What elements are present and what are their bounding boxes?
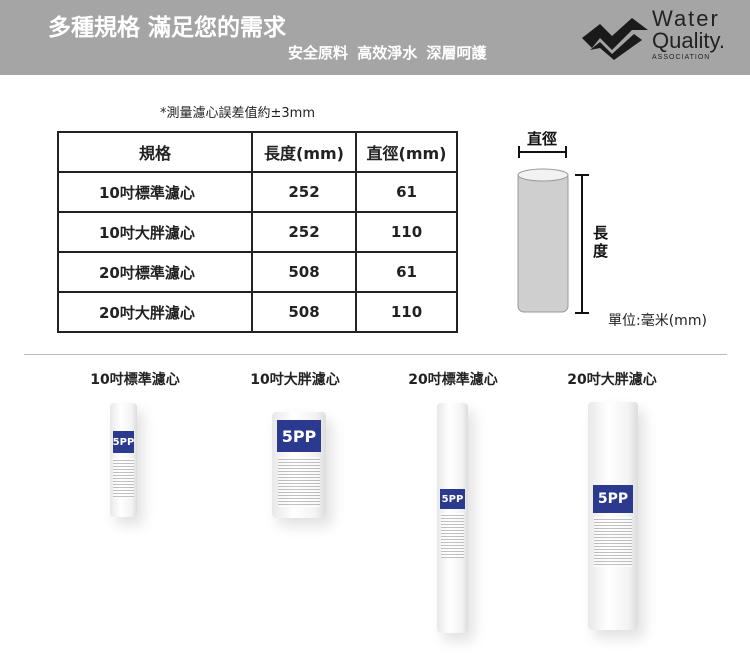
product-badge: 5PP	[277, 420, 321, 452]
unit-note: 單位:毫米(mm)	[608, 313, 707, 329]
cell-diameter: 61	[355, 251, 458, 293]
table-header: 規格 長度(mm) 直徑(mm)	[57, 131, 458, 173]
product-badge: 5PP	[440, 489, 465, 509]
cell-spec: 20吋大胖濾心	[57, 291, 253, 333]
cell-spec: 10吋大胖濾心	[57, 211, 253, 253]
table-row: 20吋標準濾心 508 61	[57, 251, 458, 293]
cell-spec: 10吋標準濾心	[57, 171, 253, 213]
cell-diameter: 61	[355, 171, 458, 213]
product-badge: 5PP	[593, 485, 633, 513]
cell-spec: 20吋標準濾心	[57, 251, 253, 293]
logo-line3: ASSOCIATION	[652, 54, 711, 61]
tolerance-note: *測量濾心誤差值約±3mm	[160, 106, 315, 121]
diameter-label: 直徑	[527, 130, 557, 148]
header-diameter: 直徑(mm)	[355, 131, 458, 173]
product-label: 20吋標準濾心	[408, 372, 498, 388]
divider	[24, 354, 727, 355]
logo-text: Water Quality. ASSOCIATION	[652, 6, 725, 62]
cell-length: 252	[251, 211, 357, 253]
length-label-1: 長	[593, 224, 609, 242]
banner-title: 多種規格 滿足您的需求	[48, 15, 287, 41]
header-banner: 多種規格 滿足您的需求 安全原料 高效淨水 深層呵護 Water Quality…	[0, 0, 750, 75]
length-label-2: 度	[593, 242, 609, 260]
banner-subtitle: 安全原料 高效淨水 深層呵護	[288, 44, 487, 62]
product-image-10in-standard: 5PP	[110, 403, 137, 517]
header-length: 長度(mm)	[251, 131, 357, 173]
spec-table: 規格 長度(mm) 直徑(mm) 10吋標準濾心 252 61 10吋大胖濾心 252…	[57, 131, 458, 333]
product-label: 10吋標準濾心	[90, 372, 180, 388]
product-image-20in-big: 5PP	[588, 402, 638, 630]
product-badge: 5PP	[113, 431, 134, 453]
cell-length: 252	[251, 171, 357, 213]
cell-diameter: 110	[355, 291, 458, 333]
table-row: 10吋標準濾心 252 61	[57, 171, 458, 213]
header-spec: 規格	[57, 131, 253, 173]
cell-length: 508	[251, 291, 357, 333]
product-image-20in-standard: 5PP	[437, 403, 468, 633]
cylinder-icon	[517, 171, 569, 313]
product-image-10in-big: 5PP	[272, 412, 326, 518]
product-label: 10吋大胖濾心	[250, 372, 340, 388]
cell-diameter: 110	[355, 211, 458, 253]
table-row: 20吋大胖濾心 508 110	[57, 291, 458, 333]
logo-line2: Quality.	[652, 28, 725, 53]
logo-line1: Water	[652, 6, 720, 31]
wqa-logo-icon	[582, 18, 648, 60]
cell-length: 508	[251, 251, 357, 293]
dimension-diagram: 直徑 長 度	[517, 130, 609, 314]
table-row: 10吋大胖濾心 252 110	[57, 211, 458, 253]
product-label: 20吋大胖濾心	[567, 372, 657, 388]
